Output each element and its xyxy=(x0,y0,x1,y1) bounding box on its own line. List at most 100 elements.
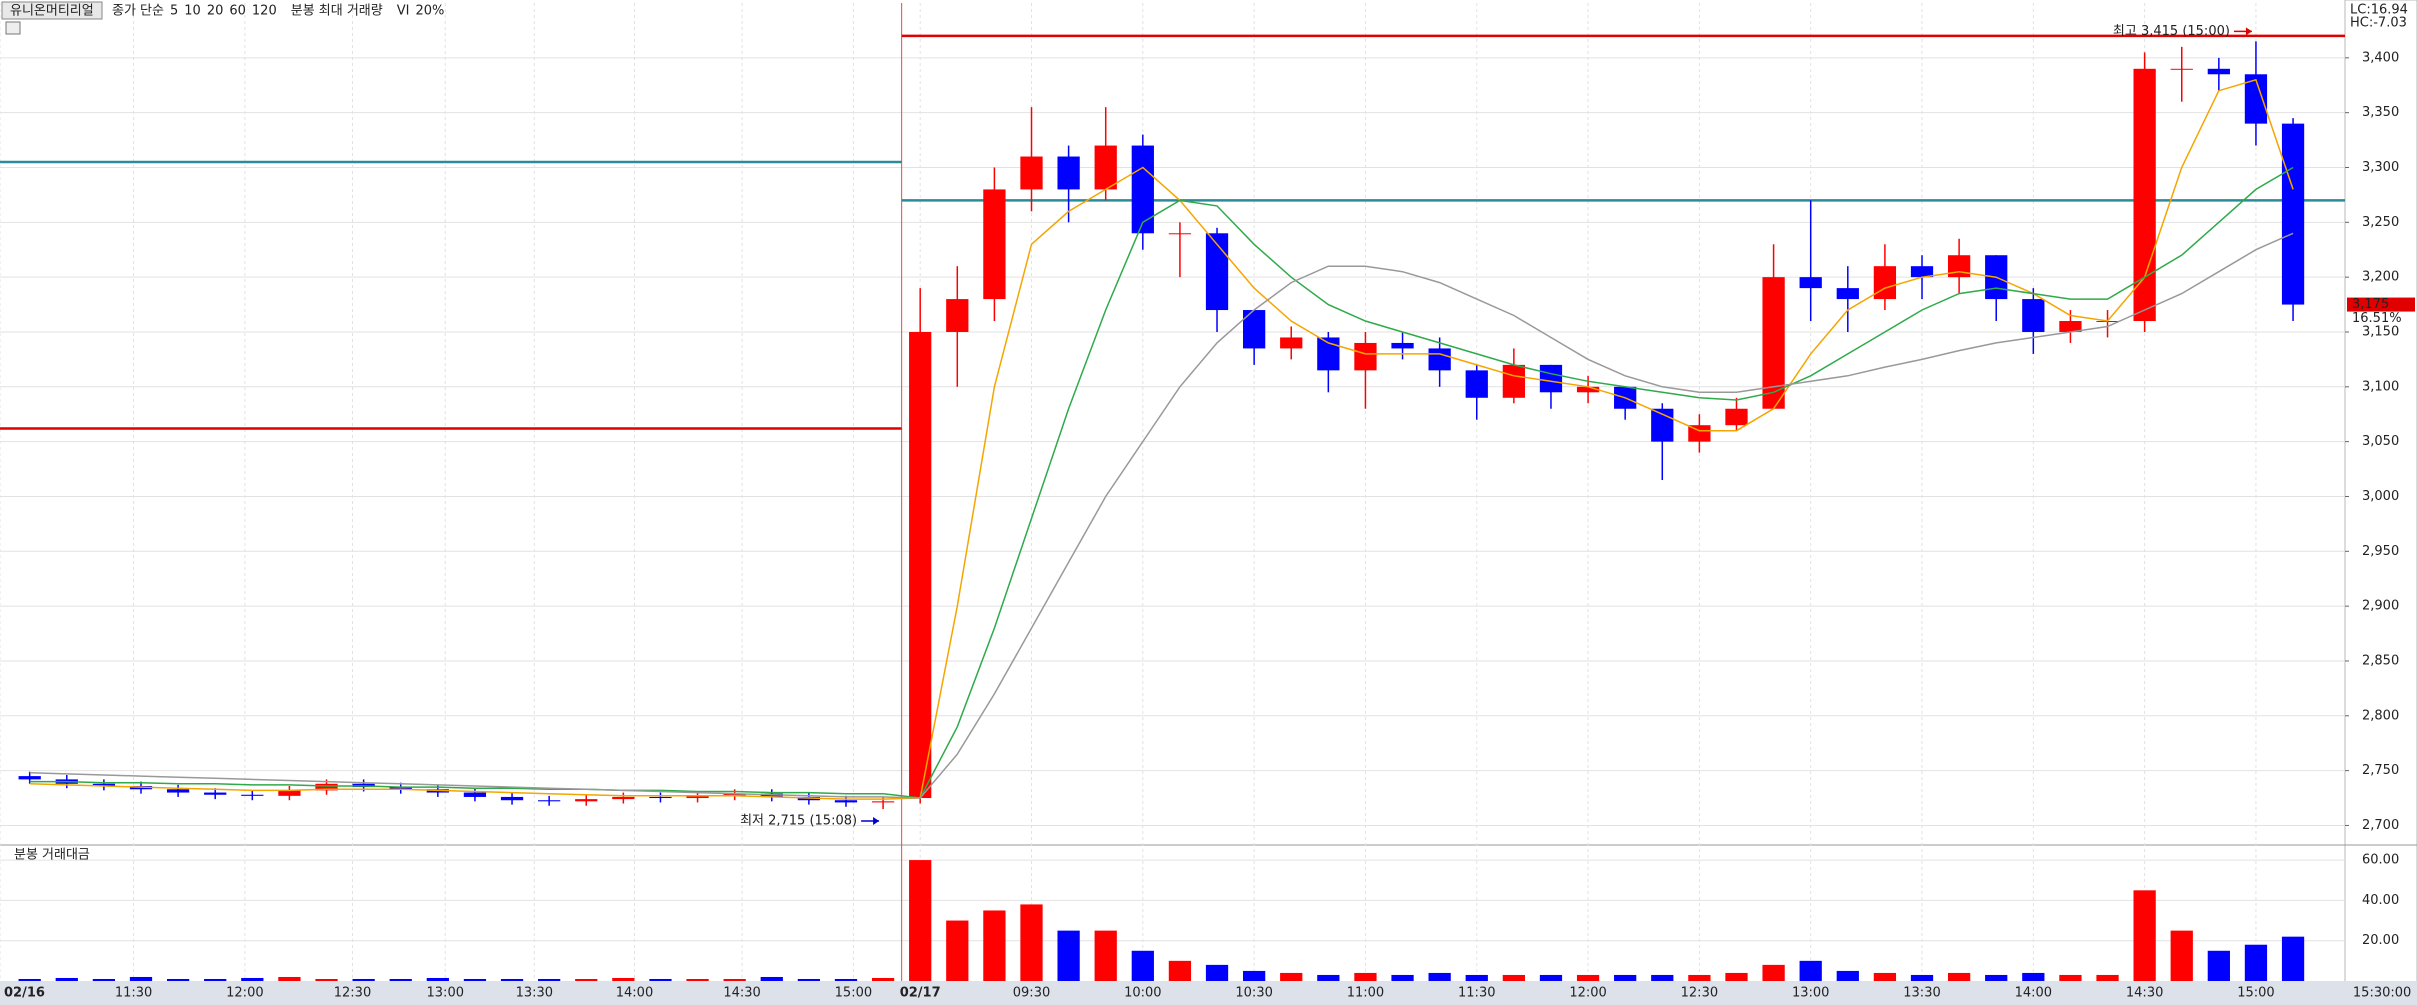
x-tick-label: 12:30 xyxy=(1681,986,1718,1001)
volume-bar xyxy=(463,978,487,981)
volume-bar xyxy=(2059,974,2082,981)
volume-bar xyxy=(575,978,598,981)
volume-bar xyxy=(649,978,672,981)
title-box xyxy=(1,1,103,20)
volume-bar xyxy=(946,920,969,981)
candle-body xyxy=(315,783,338,791)
volume-bar xyxy=(1391,974,1414,981)
volume-bar xyxy=(1539,974,1563,981)
x-tick-label: 02/16 xyxy=(4,986,45,1001)
candle-body xyxy=(1539,364,1563,393)
x-tick-label: 12:00 xyxy=(1569,986,1606,1001)
y-tick-label: 3,300 xyxy=(2362,160,2399,175)
candle-body xyxy=(1576,386,1600,393)
candle-body xyxy=(1725,408,1748,426)
hc-label: HC:-7.03 xyxy=(2350,16,2407,31)
x-tick-label: 14:00 xyxy=(2015,986,2052,1001)
volume-bar xyxy=(1873,972,1897,981)
candle-body xyxy=(1205,233,1229,311)
v-tick-label: 40.00 xyxy=(2362,893,2399,908)
x-tick-label: 11:30 xyxy=(115,986,152,1001)
volume-bar xyxy=(797,978,821,981)
y-tick-label: 3,250 xyxy=(2362,215,2399,230)
menu-icon[interactable] xyxy=(5,21,21,35)
volume-bar xyxy=(2170,930,2193,981)
volume-bar xyxy=(92,978,116,981)
volume-bar xyxy=(909,860,932,981)
candle-body xyxy=(575,799,598,802)
volume-bar xyxy=(612,977,635,981)
volume-bar xyxy=(1317,974,1340,981)
x-tick-label: 14:30 xyxy=(723,986,760,1001)
volume-bar xyxy=(1094,930,1117,981)
candle-body xyxy=(2281,123,2305,305)
current-price: 3,175 xyxy=(2352,297,2389,312)
candle-body xyxy=(204,792,227,795)
x-tick-label: 15:00 xyxy=(835,986,872,1001)
header-text: 120 xyxy=(252,4,277,19)
candle-body xyxy=(1799,277,1822,289)
candle-body xyxy=(723,793,746,796)
volume-bar xyxy=(1836,970,1859,981)
current-price-box xyxy=(2347,297,2415,312)
volume-bar xyxy=(686,978,709,981)
volume-bar xyxy=(1465,974,1488,981)
candle-body xyxy=(834,800,858,803)
header-text: 유니온머티리얼 xyxy=(10,4,94,19)
volume-bar xyxy=(315,978,338,981)
volume-bar xyxy=(2022,972,2045,981)
candle-body xyxy=(1947,255,1971,278)
y-tick-label: 2,800 xyxy=(2362,708,2399,723)
volume-bar xyxy=(871,977,895,981)
x-tick-label: 13:30 xyxy=(516,986,553,1001)
volume-bar xyxy=(2207,950,2230,981)
x-tick-label: 11:30 xyxy=(1458,986,1495,1001)
volume-bar xyxy=(1280,972,1303,981)
x-tick-label: 14:30 xyxy=(2126,986,2163,1001)
header-text: 분봉 최대 거래량 xyxy=(291,4,383,19)
volume-bar xyxy=(1131,950,1154,981)
y-tick-label: 2,950 xyxy=(2362,544,2399,559)
candle-body xyxy=(1465,370,1488,398)
volume-bar xyxy=(241,977,264,981)
candle-body xyxy=(2207,68,2230,75)
volume-bar xyxy=(204,978,227,981)
x-tick-label: 12:00 xyxy=(226,986,263,1001)
volume-title: 분봉 거래대금 xyxy=(14,848,90,863)
candle-body xyxy=(92,783,116,786)
candle-body xyxy=(1131,145,1154,234)
x-tick-label: 10:30 xyxy=(1235,986,1272,1001)
volume-bar xyxy=(166,978,190,981)
header-text: 5 xyxy=(170,4,178,19)
candle-body xyxy=(871,801,895,803)
candle-body xyxy=(612,796,635,800)
volume-bar xyxy=(55,977,78,981)
candle-body xyxy=(649,796,672,799)
annotation: 최고 3,415 (15:00) xyxy=(2113,24,2230,39)
header-text: 20 xyxy=(207,4,224,19)
time-axis-band xyxy=(0,981,2417,1005)
candle-body xyxy=(241,794,264,796)
candle-body xyxy=(463,792,487,797)
candle-body xyxy=(2244,74,2268,124)
candle-body xyxy=(1502,364,1525,398)
annotation-arrowhead xyxy=(2245,27,2252,36)
candle-body xyxy=(1317,337,1340,371)
candle-body xyxy=(1762,277,1785,409)
volume-bar xyxy=(1651,974,1674,981)
volume-bar xyxy=(1762,964,1785,981)
y-tick-label: 2,850 xyxy=(2362,653,2399,668)
candle-body xyxy=(1020,156,1043,190)
y-tick-label: 3,350 xyxy=(2362,105,2399,120)
volume-bar xyxy=(500,978,524,981)
volume-bar xyxy=(2244,944,2268,981)
x-tick-label: 10:00 xyxy=(1124,986,1161,1001)
y-tick-label: 3,000 xyxy=(2362,489,2399,504)
volume-bar xyxy=(18,978,41,981)
volume-bar xyxy=(1354,972,1377,981)
y-tick-label: 2,900 xyxy=(2362,599,2399,614)
candle-body xyxy=(1688,425,1711,442)
volume-bar xyxy=(1799,960,1822,981)
candle-body xyxy=(166,789,190,793)
